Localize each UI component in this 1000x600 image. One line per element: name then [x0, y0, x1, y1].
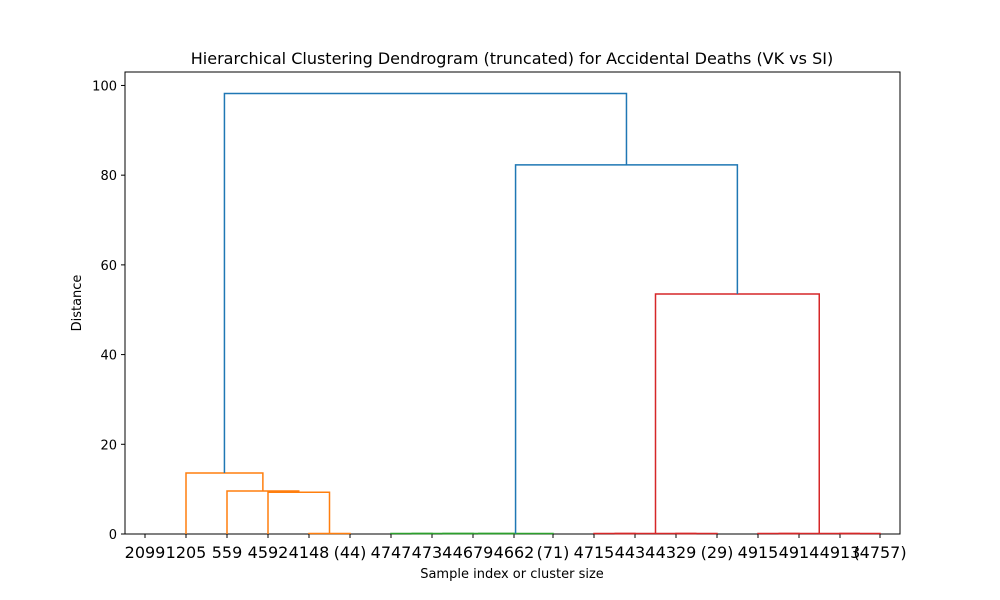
leaf-label: 4329 — [656, 543, 697, 562]
dendrogram-link — [267, 491, 331, 534]
leaf-label: (29) — [701, 543, 734, 562]
y-tick-label: 40 — [100, 349, 117, 364]
dendrogram-link — [223, 92, 628, 473]
leaf-label: (44) — [334, 543, 367, 562]
leaf-label: 2099 — [125, 543, 166, 562]
dendrogram-link — [226, 490, 300, 534]
leaf-label: 4915 — [738, 543, 779, 562]
y-tick-label: 0 — [109, 528, 117, 543]
plot-frame — [124, 71, 901, 535]
leaf-label: 4734 — [412, 543, 453, 562]
leaf-label: 4913 — [820, 543, 861, 562]
x-axis: 2099 1205 559 4592 4148 (44) 4747 4734 4679 4662(… — [125, 534, 907, 562]
leaf-label: 4662 — [494, 543, 535, 562]
leaf-label: 4592 — [248, 543, 289, 562]
leaf-label: 4679 — [453, 543, 494, 562]
chart-title: Hierarchical Clustering Dendrogram (trun… — [191, 49, 833, 68]
leaf-label: 4914 — [779, 543, 820, 562]
y-axis: 0 20 40 60 80 100 — [92, 79, 125, 543]
dendrogram-links — [185, 92, 881, 535]
leaf-label: 4148 — [289, 543, 330, 562]
y-tick-label: 100 — [92, 79, 117, 94]
leaf-label: (71) — [537, 543, 570, 562]
leaf-label: 4715 — [574, 543, 615, 562]
leaf-label: (4757) — [853, 543, 906, 562]
dendrogram-link — [514, 164, 739, 534]
y-axis-label: Distance — [70, 275, 85, 332]
leaf-label: 1205 — [166, 543, 207, 562]
dendrogram-link — [654, 293, 820, 534]
leaf-label: 4747 — [371, 543, 412, 562]
leaf-label: 4434 — [615, 543, 656, 562]
y-tick-label: 60 — [100, 259, 117, 274]
x-axis-label: Sample index or cluster size — [420, 567, 604, 582]
y-tick-label: 20 — [100, 438, 117, 453]
dendrogram-link — [185, 472, 264, 534]
leaf-label: 559 — [212, 543, 243, 562]
y-tick-label: 80 — [100, 169, 117, 184]
